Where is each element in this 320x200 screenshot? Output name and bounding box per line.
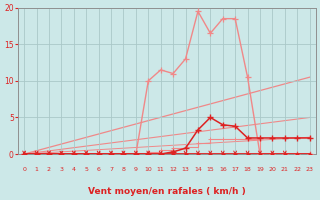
X-axis label: Vent moyen/en rafales ( km/h ): Vent moyen/en rafales ( km/h ): [88, 187, 246, 196]
